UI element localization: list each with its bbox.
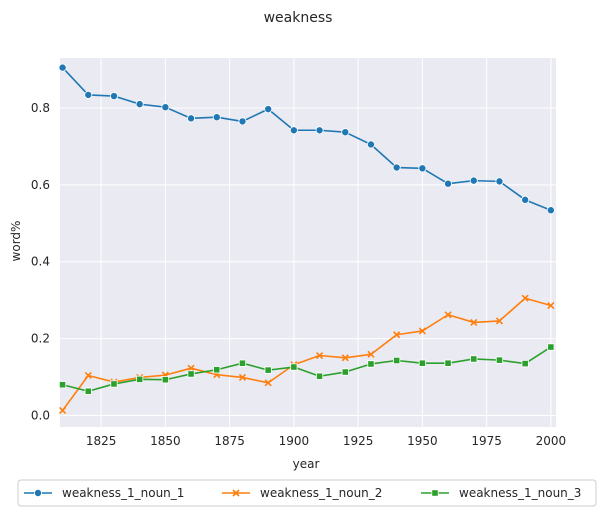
data-point xyxy=(315,351,324,360)
data-point xyxy=(59,406,67,415)
data-point xyxy=(495,177,504,186)
data-point xyxy=(367,360,375,368)
x-tick-label: 1975 xyxy=(471,434,502,448)
data-point xyxy=(367,350,375,358)
data-point xyxy=(470,355,478,363)
data-point xyxy=(521,359,529,368)
data-point xyxy=(418,327,426,335)
data-point xyxy=(341,128,350,137)
data-point xyxy=(109,92,118,101)
data-point xyxy=(289,126,298,135)
data-point xyxy=(547,301,555,310)
legend-marker xyxy=(232,489,240,497)
legend-marker xyxy=(431,489,439,497)
x-tick-label: 1825 xyxy=(86,434,117,448)
data-point xyxy=(444,311,452,319)
data-point xyxy=(84,371,92,380)
data-point xyxy=(58,381,67,389)
data-point xyxy=(341,354,349,362)
legend-item-weakness_1_noun_1: weakness_1_noun_1 xyxy=(24,486,184,500)
data-point xyxy=(264,366,272,374)
series-line xyxy=(61,67,552,211)
y-tick-label: 0.2 xyxy=(31,332,50,346)
data-point xyxy=(238,359,247,367)
data-point xyxy=(315,126,324,135)
data-point xyxy=(444,359,452,367)
x-axis-ticks: 1825 1850 1875 1900 1925 1950 1975 2000 xyxy=(86,434,566,448)
legend-label: weakness_1_noun_3 xyxy=(459,486,581,500)
data-point xyxy=(418,164,427,173)
data-point xyxy=(187,114,196,123)
data-point xyxy=(392,163,401,172)
legend-label: weakness_1_noun_2 xyxy=(260,486,382,500)
y-axis-ticks: 0.0 0.2 0.4 0.6 0.8 xyxy=(31,101,50,423)
data-point xyxy=(264,379,272,387)
data-point xyxy=(444,179,453,188)
data-point xyxy=(136,375,144,383)
legend-marker xyxy=(34,488,43,497)
data-point xyxy=(470,318,478,327)
series-weakness_1_noun_1 xyxy=(58,63,555,215)
x-tick-label: 1925 xyxy=(343,434,374,448)
data-point xyxy=(110,380,118,388)
x-tick-label: 1950 xyxy=(407,434,438,448)
data-point xyxy=(161,103,170,112)
data-point xyxy=(84,387,92,395)
legend-label: weakness_1_noun_1 xyxy=(62,486,184,500)
data-point xyxy=(187,370,195,378)
data-point xyxy=(238,373,247,381)
data-point xyxy=(547,343,555,351)
legend: weakness_1_noun_1 weakness_1_noun_2 weakne… xyxy=(17,479,597,507)
y-axis-label: word% xyxy=(9,221,23,262)
data-point xyxy=(135,100,144,109)
data-point xyxy=(264,105,273,114)
plot-area xyxy=(60,58,556,427)
data-point xyxy=(546,206,555,215)
y-tick-label: 0.4 xyxy=(31,255,50,269)
x-axis-label: year xyxy=(293,457,320,471)
series-weakness_1_noun_3 xyxy=(58,343,555,395)
data-point xyxy=(341,368,349,376)
data-point xyxy=(84,90,93,99)
data-point xyxy=(238,117,247,126)
data-point xyxy=(469,176,478,185)
data-point xyxy=(418,359,426,367)
x-tick-label: 2000 xyxy=(536,434,567,448)
series-layer xyxy=(58,63,555,415)
x-tick-label: 1875 xyxy=(214,434,245,448)
legend-item-weakness_1_noun_2: weakness_1_noun_2 xyxy=(222,486,382,500)
data-point xyxy=(213,366,221,374)
y-tick-label: 0.8 xyxy=(31,101,50,115)
legend-box xyxy=(17,479,597,507)
chart-title: weakness xyxy=(264,10,333,26)
series-line xyxy=(62,346,552,393)
x-tick-label: 1900 xyxy=(279,434,310,448)
data-point xyxy=(58,63,67,72)
y-tick-label: 0.6 xyxy=(31,178,50,192)
x-tick-label: 1850 xyxy=(150,434,181,448)
data-point xyxy=(212,113,221,122)
data-point xyxy=(495,356,504,364)
legend-item-weakness_1_noun_3: weakness_1_noun_3 xyxy=(421,486,581,500)
data-point xyxy=(366,140,375,149)
data-point xyxy=(161,376,169,384)
y-tick-label: 0.0 xyxy=(31,408,50,422)
data-point xyxy=(315,372,324,380)
data-point xyxy=(521,294,529,302)
data-point xyxy=(393,331,401,339)
data-point xyxy=(521,195,530,204)
data-point xyxy=(290,363,298,371)
data-point xyxy=(393,356,401,365)
data-point xyxy=(495,317,504,325)
data-point xyxy=(187,364,195,372)
series-line xyxy=(61,297,552,411)
